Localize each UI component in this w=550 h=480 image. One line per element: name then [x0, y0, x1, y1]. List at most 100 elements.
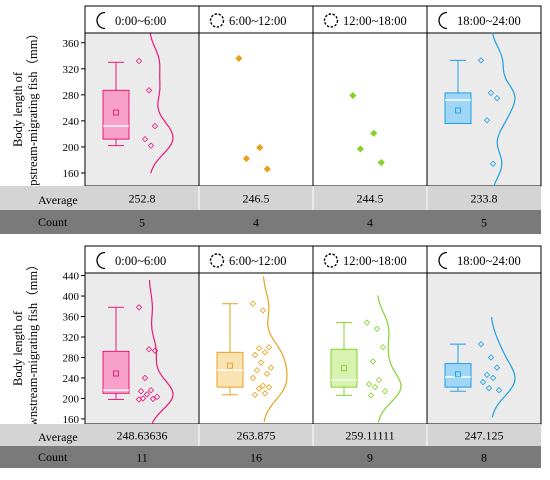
data-point — [489, 374, 497, 382]
data-point — [489, 160, 497, 168]
panel-shade — [427, 33, 541, 186]
y-tick-label: 160 — [63, 168, 80, 180]
data-point — [145, 87, 153, 94]
sun-icon — [209, 253, 225, 268]
data-point — [263, 165, 271, 173]
box — [330, 348, 358, 388]
data-point — [149, 395, 157, 403]
average-value: 252.8 — [129, 192, 156, 206]
data-point — [371, 383, 379, 391]
data-point — [495, 387, 503, 394]
data-point — [479, 378, 487, 386]
data-point — [249, 374, 257, 382]
y-tick-label: 320 — [63, 332, 80, 344]
data-point — [137, 388, 145, 395]
y-tick-label: 360 — [63, 38, 80, 50]
period-label: 0:00~6:00 — [115, 254, 166, 268]
data-point — [147, 387, 155, 394]
y-tick-label: 240 — [63, 373, 80, 385]
y-axis-title-line2: downstream-migrating fish（mm） — [26, 258, 40, 438]
data-point — [135, 396, 143, 403]
chart-panel-downstream: 0:00~6:00 6:00~12:00 12:00~18:00 18:00~24:0… — [0, 245, 542, 468]
count-value: 5 — [139, 216, 145, 230]
data-point — [135, 304, 143, 311]
data-point — [265, 344, 273, 351]
mean-marker — [227, 362, 233, 369]
data-point — [251, 351, 259, 359]
period-label: 12:00~18:00 — [343, 254, 407, 268]
sun-icon — [323, 253, 339, 268]
chart-panel-upstream: 0:00~6:00 6:00~12:00 12:00~18:00 18:00~24:0… — [0, 5, 542, 234]
average-value: 233.8 — [471, 192, 498, 206]
data-point — [369, 358, 377, 365]
period-label: 18:00~24:00 — [457, 254, 521, 268]
count-value: 16 — [250, 451, 262, 465]
count-value: 9 — [367, 451, 373, 465]
sun-icon — [209, 13, 225, 28]
panel-shade — [427, 273, 541, 424]
density-curve — [377, 295, 402, 423]
data-point — [381, 388, 389, 395]
data-point — [145, 346, 153, 353]
data-point — [356, 145, 364, 153]
data-point — [139, 395, 147, 402]
count-value: 4 — [367, 216, 373, 230]
data-point — [477, 57, 485, 64]
data-point — [153, 393, 161, 401]
average-row — [0, 186, 541, 210]
average-row — [0, 424, 541, 446]
average-value: 244.5 — [357, 192, 384, 206]
data-point — [365, 380, 373, 388]
data-point — [487, 354, 495, 361]
count-value: 8 — [481, 451, 487, 465]
data-point — [141, 374, 149, 382]
data-point — [349, 91, 357, 100]
data-point — [147, 142, 155, 149]
average-row-label: Average — [38, 430, 78, 444]
count-value: 11 — [136, 451, 148, 465]
data-point — [485, 385, 493, 392]
data-point — [135, 57, 143, 65]
moon-icon — [438, 251, 448, 270]
average-value: 247.125 — [465, 429, 504, 443]
average-row-label: Average — [38, 193, 78, 207]
data-point — [251, 391, 259, 398]
data-point — [483, 117, 491, 124]
data-point — [370, 129, 378, 137]
period-label: 12:00~18:00 — [343, 14, 407, 28]
period-label: 0:00~6:00 — [115, 14, 166, 28]
mean-marker — [341, 365, 347, 372]
y-tick-label: 200 — [63, 393, 80, 405]
density-curve — [148, 280, 174, 427]
mean-marker — [113, 109, 119, 116]
y-tick-label: 440 — [63, 271, 80, 283]
box — [444, 363, 472, 388]
box — [102, 350, 130, 394]
data-point — [256, 144, 264, 152]
y-tick-label: 240 — [63, 116, 80, 128]
data-point — [477, 340, 485, 348]
y-axis-title-line1: Body length of — [11, 71, 25, 147]
y-tick-label: 280 — [63, 90, 80, 102]
count-row-label: Count — [38, 215, 68, 229]
panel-shade — [85, 33, 199, 186]
y-tick-label: 200 — [63, 142, 80, 154]
data-point — [375, 376, 383, 384]
moon-icon — [438, 11, 448, 30]
sun-icon — [323, 13, 339, 28]
y-tick-label: 320 — [63, 64, 80, 76]
count-row — [0, 446, 541, 468]
data-point — [259, 307, 267, 314]
y-tick-label: 280 — [63, 352, 80, 364]
density-curve — [262, 276, 288, 423]
data-point — [257, 359, 265, 366]
data-point — [143, 391, 151, 398]
data-point — [267, 364, 275, 371]
period-label: 6:00~12:00 — [229, 14, 286, 28]
data-point — [265, 383, 273, 391]
average-value: 246.5 — [243, 192, 270, 206]
y-axis-title-line1: Body length of — [11, 310, 25, 386]
data-point — [259, 382, 267, 389]
y-tick-label: 400 — [63, 291, 80, 303]
panel-shade — [85, 273, 199, 424]
